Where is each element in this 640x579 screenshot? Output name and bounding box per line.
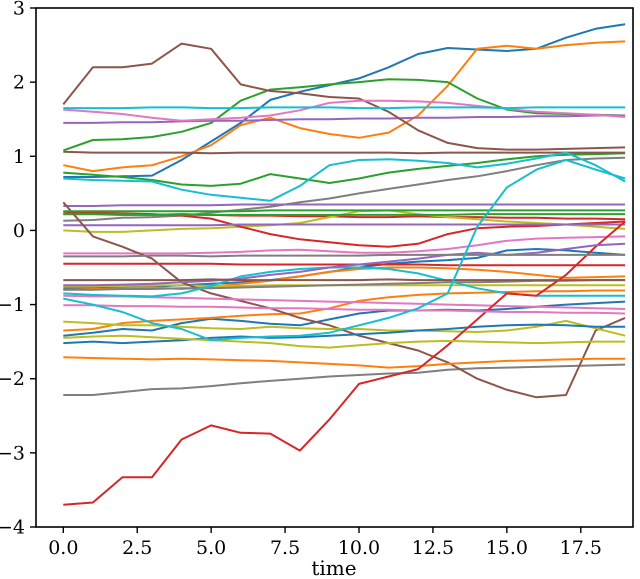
series-line-purple-3 — [63, 223, 626, 227]
series-line-orange-4 — [63, 356, 626, 369]
x-tick-label: 2.5 — [122, 537, 152, 559]
series-line-pink-2 — [63, 235, 626, 255]
series-line-purple-2 — [63, 203, 626, 207]
x-tick-label: 7.5 — [270, 537, 300, 559]
series-line-gray-4 — [63, 253, 626, 258]
series-line-blue-4 — [63, 323, 626, 345]
x-tick-label: 17.5 — [560, 537, 602, 559]
x-tick-label: 15.0 — [486, 537, 528, 559]
y-tick-label: −3 — [0, 442, 25, 464]
series-line-gray-1 — [63, 156, 626, 222]
series-line-pink-3 — [63, 294, 626, 310]
series-line-gray-2 — [63, 363, 626, 396]
series-line-orange-3 — [63, 289, 626, 332]
series-line-blue-1 — [63, 23, 626, 178]
series-line-green-4 — [63, 209, 626, 213]
series-line-brown-4 — [63, 278, 626, 282]
series-line-olive-4 — [63, 334, 626, 349]
x-tick-label: 10.0 — [338, 537, 380, 559]
y-tick-label: 0 — [13, 220, 25, 242]
y-tick-label: −1 — [0, 294, 25, 316]
series-line-purple-1 — [63, 114, 626, 124]
series-line-red-4 — [63, 220, 626, 506]
series-line-pink-4 — [63, 304, 626, 315]
series-line-green-3 — [63, 213, 626, 216]
series-line-brown-1 — [62, 42, 626, 151]
plot-area-border — [35, 7, 634, 528]
series-group — [62, 23, 626, 506]
x-axis-label: time — [311, 556, 356, 579]
y-tick-label: −2 — [0, 368, 25, 390]
y-tick-label: 1 — [13, 146, 25, 168]
y-tick-label: −4 — [0, 517, 25, 539]
series-line-cyan-1 — [63, 106, 626, 110]
x-tick-label: 5.0 — [196, 537, 226, 559]
x-tick-label: 0.0 — [48, 537, 78, 559]
series-line-pink-1 — [63, 99, 626, 122]
series-line-green-2 — [63, 152, 626, 187]
series-line-cyan-2 — [63, 151, 626, 202]
y-tick-label: 3 — [13, 0, 25, 20]
x-tick-label: 12.5 — [412, 537, 454, 559]
series-line-brown-2 — [63, 150, 626, 155]
series-line-green-1 — [62, 78, 626, 152]
series-line-cyan-4 — [63, 159, 626, 342]
ticks-group: 0.0 2.5 5.0 7.5 10.0 12.5 15.0 17.5 3 2 1 0 −1 −2 −3 −4 — [0, 0, 602, 559]
series-line-orange-1 — [63, 40, 626, 173]
series-line-orange-2 — [63, 266, 626, 291]
series-line-purple-4 — [63, 242, 626, 287]
y-tick-label: 2 — [13, 72, 25, 94]
series-line-brown-3 — [62, 201, 626, 399]
